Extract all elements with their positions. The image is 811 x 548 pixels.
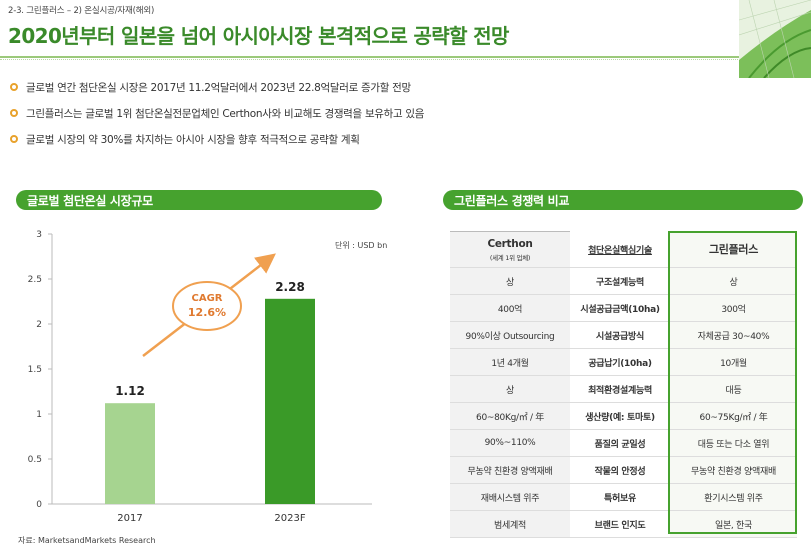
bar-2023F bbox=[265, 298, 315, 504]
breadcrumb: 2-3. 그린플러스 – 2) 온실시공/자재(해외) bbox=[8, 6, 155, 16]
chart-section-title: 글로벌 첨단온실 시장규모 bbox=[16, 190, 382, 210]
table-row: 400억 시설공급금액(10ha) 300억 bbox=[450, 294, 797, 322]
table-row: 상 최적환경설계능력 대등 bbox=[450, 375, 797, 403]
header-greenplus: 그린플러스 bbox=[670, 231, 797, 268]
cell-greenplus: 대등 bbox=[670, 375, 797, 403]
y-tick-label: 0.5 bbox=[28, 455, 42, 465]
bullet-text: 글로벌 연간 첨단온실 시장은 2017년 11.2억달러에서 2023년 22… bbox=[26, 81, 411, 94]
table-row: 90%~110% 품질의 균일성 대등 또는 다소 열위 bbox=[450, 429, 797, 457]
y-tick-label: 2 bbox=[36, 320, 42, 330]
table-row: 90%이상 Outsourcing 시설공급방식 자체공급 30~40% bbox=[450, 321, 797, 349]
summary-bullets: 글로벌 연간 첨단온실 시장은 2017년 11.2억달러에서 2023년 22… bbox=[10, 74, 424, 152]
cell-certhon: 상 bbox=[450, 375, 570, 403]
table-row: 무농약 친환경 양액재배 작물의 안정성 무농약 친환경 양액재배 bbox=[450, 456, 797, 484]
cell-greenplus: 일본, 한국 bbox=[670, 510, 797, 538]
page-title: 2020년부터 일본을 넘어 아시아시장 본격적으로 공략할 전망 bbox=[8, 24, 509, 48]
x-tick-label: 2017 bbox=[117, 513, 142, 524]
table-row: 재배시스템 위주 특허보유 환기시스템 위주 bbox=[450, 483, 797, 511]
table-row: 1년 4개월 공급납기(10ha) 10개월 bbox=[450, 348, 797, 376]
bullet-item: 그린플러스는 글로벌 1위 첨단온실전문업체인 Certhon사와 비교해도 경… bbox=[10, 100, 424, 126]
cell-certhon: 400억 bbox=[450, 294, 570, 322]
cell-certhon: 범세계적 bbox=[450, 510, 570, 538]
chart-source-note: 자료: MarketsandMarkets Research bbox=[18, 536, 156, 545]
cagr-value: 12.6% bbox=[188, 306, 226, 319]
cell-criterion: 특허보유 bbox=[570, 483, 670, 511]
table-row: 상 구조설계능력 상 bbox=[450, 267, 797, 295]
bullet-text: 그린플러스는 글로벌 1위 첨단온실전문업체인 Certhon사와 비교해도 경… bbox=[26, 107, 425, 120]
cell-criterion: 품질의 균일성 bbox=[570, 429, 670, 457]
x-tick-label: 2023F bbox=[274, 513, 305, 524]
cell-greenplus: 60~75Kg/㎡ / 年 bbox=[670, 402, 797, 430]
table-row: 60~80Kg/㎡ / 年 생산량(예: 토마토) 60~75Kg/㎡ / 年 bbox=[450, 402, 797, 430]
bullet-circle-icon bbox=[10, 135, 18, 143]
cell-criterion: 생산량(예: 토마토) bbox=[570, 402, 670, 430]
table-header-row: Certhon (세계 1위 업체) 첨단온실핵심기술 그린플러스 bbox=[450, 231, 797, 268]
cell-certhon: 무농약 친환경 양액재배 bbox=[450, 456, 570, 484]
cell-greenplus: 대등 또는 다소 열위 bbox=[670, 429, 797, 457]
cagr-label: CAGR bbox=[192, 293, 223, 304]
cell-certhon: 1년 4개월 bbox=[450, 348, 570, 376]
bullet-item: 글로벌 시장의 약 30%를 차지하는 아시아 시장을 향후 적극적으로 공략할… bbox=[10, 126, 424, 152]
cell-criterion: 최적환경설계능력 bbox=[570, 375, 670, 403]
cell-certhon: 60~80Kg/㎡ / 年 bbox=[450, 402, 570, 430]
cell-greenplus: 10개월 bbox=[670, 348, 797, 376]
cell-criterion: 브랜드 인지도 bbox=[570, 510, 670, 538]
y-tick-label: 0 bbox=[36, 500, 42, 510]
bullet-item: 글로벌 연간 첨단온실 시장은 2017년 11.2억달러에서 2023년 22… bbox=[10, 74, 424, 100]
market-size-chart: 0 0.5 1 1.5 2 2.5 3 1.12 2017 2.28 2023F CAGR 12.6% bbox=[18, 218, 398, 528]
y-tick-label: 3 bbox=[36, 230, 42, 240]
bullet-circle-icon bbox=[10, 109, 18, 117]
cell-greenplus: 환기시스템 위주 bbox=[670, 483, 797, 511]
bar-value-label: 2.28 bbox=[275, 280, 305, 294]
cell-certhon: 90%~110% bbox=[450, 429, 570, 457]
table-row: 범세계적 브랜드 인지도 일본, 한국 bbox=[450, 510, 797, 538]
header-core-tech: 첨단온실핵심기술 bbox=[570, 231, 670, 268]
bar-2017 bbox=[105, 403, 155, 504]
cell-greenplus: 무농약 친환경 양액재배 bbox=[670, 456, 797, 484]
cagr-ellipse bbox=[172, 281, 242, 331]
bullet-circle-icon bbox=[10, 83, 18, 91]
competitiveness-table: Certhon (세계 1위 업체) 첨단온실핵심기술 그린플러스 상 구조설계능… bbox=[450, 231, 797, 538]
bullet-text: 글로벌 시장의 약 30%를 차지하는 아시아 시장을 향후 적극적으로 공략할… bbox=[26, 133, 360, 146]
cell-greenplus: 자체공급 30~40% bbox=[670, 321, 797, 349]
title-dotted-line bbox=[0, 59, 740, 60]
cell-criterion: 시설공급금액(10ha) bbox=[570, 294, 670, 322]
title-divider bbox=[0, 56, 740, 58]
cell-criterion: 공급납기(10ha) bbox=[570, 348, 670, 376]
cell-criterion: 구조설계능력 bbox=[570, 267, 670, 295]
y-tick-label: 1 bbox=[36, 410, 42, 420]
cell-certhon: 상 bbox=[450, 267, 570, 295]
cell-certhon: 재배시스템 위주 bbox=[450, 483, 570, 511]
compare-section-title: 그린플러스 경쟁력 비교 bbox=[443, 190, 803, 210]
y-tick-label: 1.5 bbox=[28, 365, 42, 375]
greenhouse-photo-icon bbox=[739, 0, 811, 78]
chart-unit-label: 단위 : USD bn bbox=[335, 241, 388, 250]
cell-criterion: 시설공급방식 bbox=[570, 321, 670, 349]
cell-greenplus: 300억 bbox=[670, 294, 797, 322]
bar-value-label: 1.12 bbox=[115, 384, 145, 398]
cell-greenplus: 상 bbox=[670, 267, 797, 295]
y-tick-label: 2.5 bbox=[28, 275, 42, 285]
cell-criterion: 작물의 안정성 bbox=[570, 456, 670, 484]
cell-certhon: 90%이상 Outsourcing bbox=[450, 321, 570, 349]
header-certhon: Certhon (세계 1위 업체) bbox=[450, 231, 570, 268]
